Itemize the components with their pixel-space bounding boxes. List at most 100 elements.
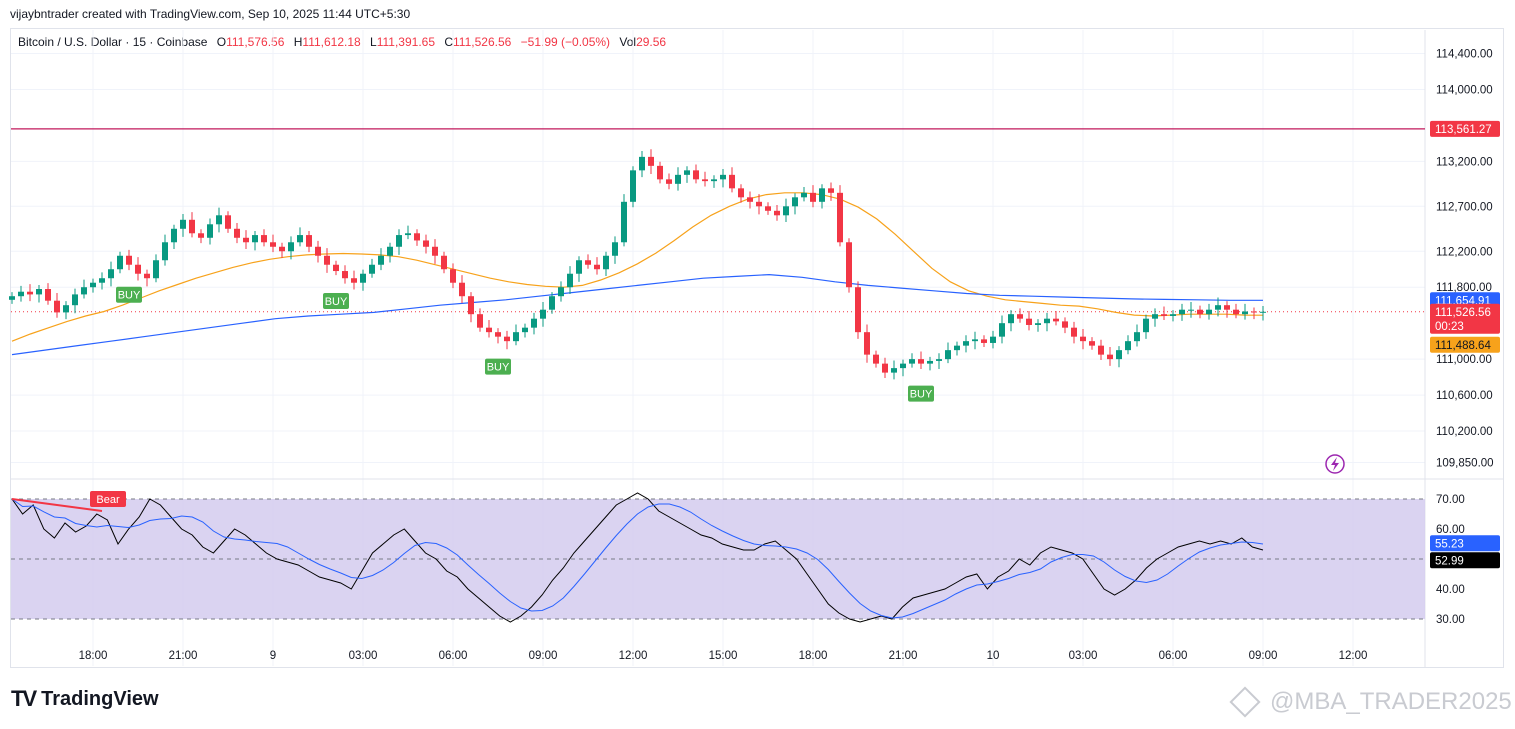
bear-label-badge	[90, 491, 126, 507]
candle-body	[810, 192, 816, 202]
candle-body	[1233, 309, 1239, 315]
buy-signal-label: BUY	[487, 362, 510, 374]
candle-body	[198, 233, 204, 238]
candle-body	[756, 201, 762, 207]
candle-body	[270, 242, 276, 247]
candle-body	[828, 188, 834, 193]
rsi-ma-badge	[1430, 535, 1500, 552]
candle-body	[675, 174, 681, 184]
time-tick-label: 06:00	[1159, 650, 1188, 662]
rsi-badge-label: 52.99	[1435, 555, 1464, 567]
candle-body	[585, 260, 591, 265]
candle-body	[567, 273, 573, 288]
chart-frame[interactable]	[10, 28, 1504, 668]
candle-body	[378, 255, 384, 265]
candle-body	[189, 219, 195, 234]
vol-value: 29.56	[636, 35, 667, 49]
last-price-badge	[1430, 303, 1500, 334]
watermark: @MBA_TRADER2025	[1229, 686, 1512, 718]
candle-body	[180, 219, 186, 229]
candle-body	[450, 269, 456, 283]
time-tick-label: 03:00	[349, 650, 378, 662]
candle-body	[522, 327, 528, 333]
ma-fast-badge	[1430, 336, 1500, 353]
candle-body	[693, 170, 699, 180]
candle-body	[396, 235, 402, 247]
created-by-line: vijaybntrader created with TradingView.c…	[10, 7, 411, 21]
candle-body	[1116, 350, 1122, 360]
candle-body	[909, 359, 915, 364]
bear-label: Bear	[96, 494, 120, 506]
low-label: L	[370, 35, 377, 49]
candle-body	[918, 359, 924, 364]
candle-body	[441, 255, 447, 270]
candle-body	[549, 296, 555, 310]
candle-body	[999, 323, 1005, 337]
candle-body	[45, 289, 51, 301]
candle-body	[612, 242, 618, 256]
candle-body	[702, 179, 708, 182]
candle-body	[603, 255, 609, 270]
ma-fast-line	[11, 192, 1264, 342]
candle-body	[855, 287, 861, 333]
candle-body	[900, 363, 906, 369]
candle-body	[252, 235, 258, 243]
candle-body	[819, 188, 825, 202]
time-tick-label: 18:00	[79, 650, 108, 662]
rsi-badge	[1430, 552, 1500, 569]
buy-signal-badge	[323, 293, 349, 310]
candle-body	[765, 206, 771, 211]
binance-icon	[1229, 686, 1261, 718]
time-tick-label: 06:00	[439, 650, 468, 662]
open-label: O	[216, 35, 227, 49]
candle-body	[531, 318, 537, 328]
price-tick-label: 110,600.00	[1436, 390, 1493, 402]
candle-body	[207, 224, 213, 238]
candle-body	[1242, 311, 1248, 315]
candle-body	[432, 246, 438, 256]
candle-body	[135, 264, 141, 274]
time-tick-label: 21:00	[169, 650, 198, 662]
candle-body	[369, 264, 375, 274]
high-value: 111,612.18	[302, 35, 361, 49]
candle-body	[99, 278, 105, 283]
candle-body	[108, 269, 114, 279]
lightning-bolt-icon	[1331, 457, 1339, 471]
candle-body	[1197, 309, 1203, 315]
time-tick-label: 12:00	[619, 650, 648, 662]
lightning-icon	[1325, 454, 1345, 474]
resistance-badge-label: 113,561.27	[1435, 124, 1492, 136]
time-tick-label: 18:00	[799, 650, 828, 662]
candle-body	[81, 287, 87, 295]
candle-body	[225, 215, 231, 229]
candle-body	[576, 260, 582, 274]
last-price-badge-label: 111,526.56	[1435, 307, 1491, 319]
vol-label: Vol	[619, 35, 637, 49]
candle-body	[351, 278, 357, 283]
candle-body	[414, 233, 420, 241]
candle-body	[774, 210, 780, 216]
candle-body	[1125, 341, 1131, 351]
candle-body	[243, 237, 249, 243]
time-tick-label: 09:00	[529, 650, 558, 662]
price-tick-label: 114,400.00	[1436, 48, 1493, 60]
price-tick-label: 110,200.00	[1436, 426, 1493, 438]
time-tick-label: 12:00	[1339, 650, 1368, 662]
symbol-title[interactable]: Bitcoin / U.S. Dollar · 15 · Coinbase	[18, 35, 208, 49]
candle-body	[1206, 309, 1212, 315]
high-label: H	[293, 35, 303, 49]
candle-body	[1071, 327, 1077, 337]
price-tick-label: 111,800.00	[1436, 282, 1492, 294]
rsi-tick-label: 70.00	[1436, 494, 1465, 506]
candle-body	[495, 332, 501, 337]
tradingview-logo-text: TradingView	[41, 687, 159, 710]
candle-body	[18, 291, 24, 297]
watermark-text: @MBA_TRADER2025	[1270, 688, 1512, 715]
candle-body	[144, 273, 150, 279]
candle-body	[1152, 314, 1158, 319]
candle-body	[729, 174, 735, 189]
candle-body	[72, 294, 78, 306]
candle-body	[486, 327, 492, 333]
candle-body	[1188, 309, 1194, 311]
